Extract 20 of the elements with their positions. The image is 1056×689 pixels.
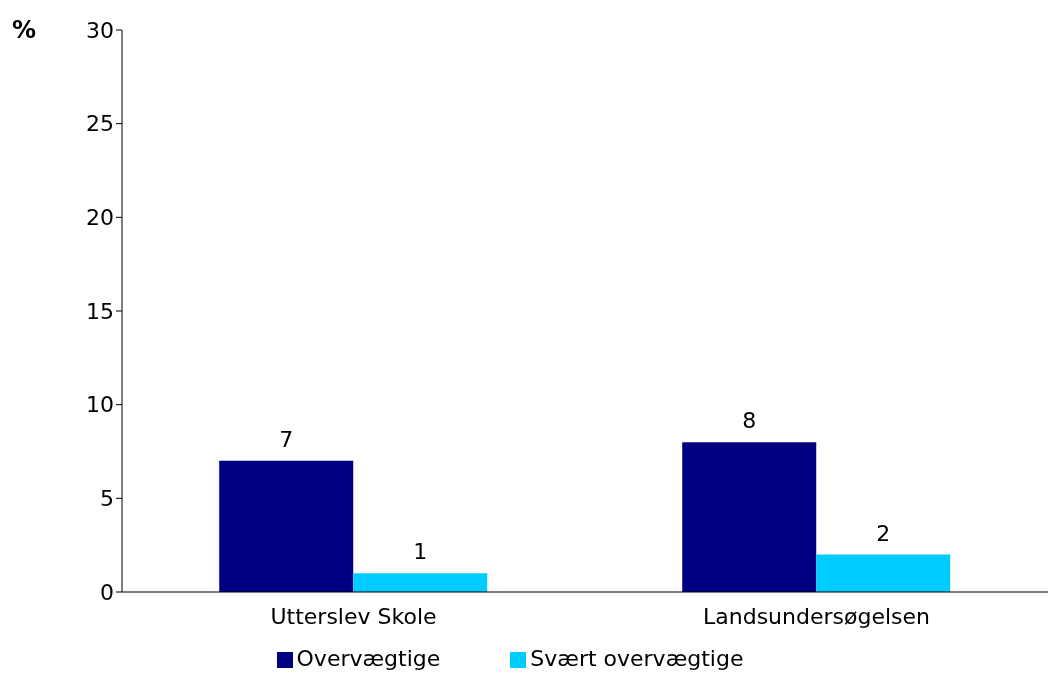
bar (682, 442, 817, 592)
legend-label: Svært overvægtige (530, 646, 744, 671)
x-tick-label: Utterslev Skole (270, 603, 437, 629)
data-label: 8 (742, 408, 757, 434)
bar (353, 573, 488, 592)
y-tick-label: 5 (100, 486, 114, 512)
data-label: 1 (413, 539, 428, 565)
y-tick-label: 10 (86, 392, 114, 418)
bar (816, 554, 951, 592)
legend-label: Overvægtige (296, 646, 441, 671)
x-tick-label: Landsundersøgelsen (702, 603, 931, 629)
y-tick-label: 15 (86, 298, 114, 324)
data-label: 7 (279, 426, 294, 452)
y-tick-label: 0 (100, 579, 114, 605)
y-tick-label: 20 (86, 205, 114, 231)
data-label: 2 (876, 520, 891, 546)
y-tick-label: 25 (86, 111, 114, 137)
y-tick-label: 30 (86, 17, 114, 43)
y-axis-title: % (12, 16, 37, 44)
bar (219, 460, 354, 592)
